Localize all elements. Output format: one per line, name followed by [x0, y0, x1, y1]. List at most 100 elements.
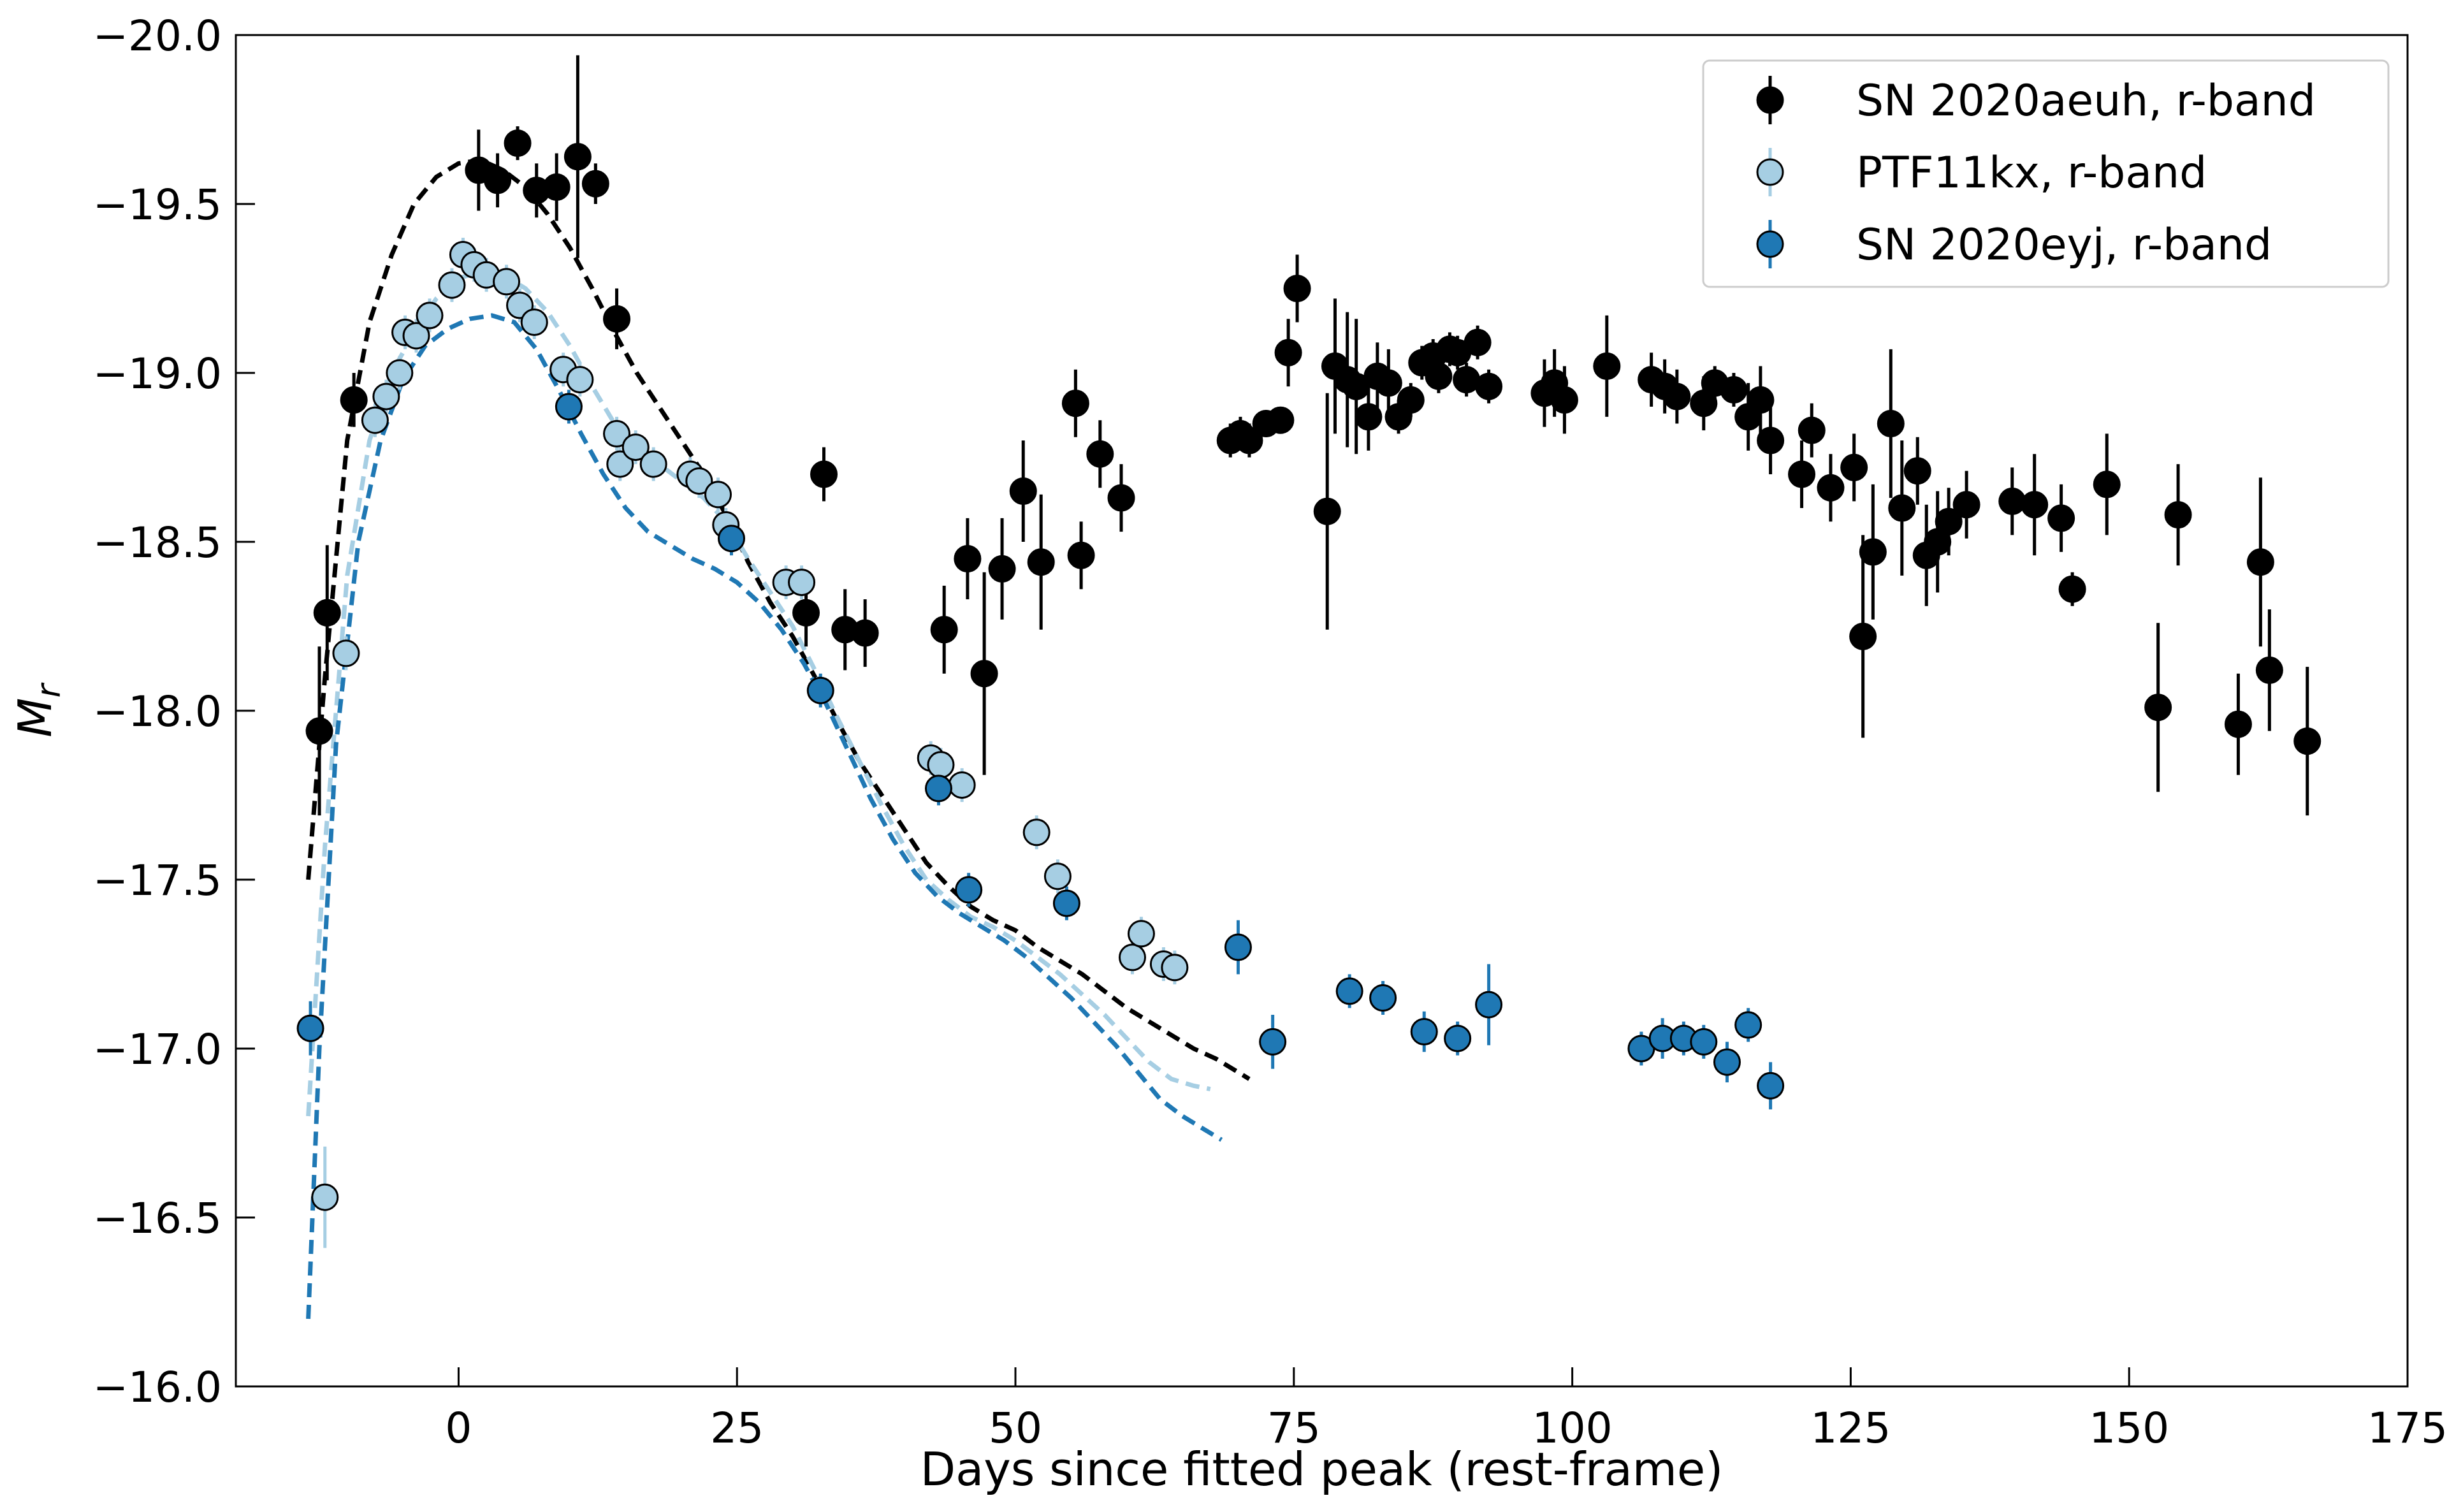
data-point-series-2: [806, 676, 834, 704]
data-point-series-0: [2093, 470, 2121, 498]
data-point-series-2: [1410, 1018, 1438, 1045]
data-point-series-2: [1224, 933, 1252, 961]
data-point-series-0: [1267, 406, 1295, 434]
y-tick-label: −20.0: [93, 11, 222, 61]
legend-items: SN 2020aeuh, r-band PTF11kx, r-band SN 202…: [1756, 76, 2316, 270]
legend-marker: [1756, 158, 1784, 186]
data-point-series-0: [340, 386, 368, 414]
data-point-series-0: [1464, 328, 1492, 356]
y-tick-label: −17.0: [93, 1025, 222, 1074]
data-point-series-2: [1259, 1028, 1287, 1056]
data-point-series-1: [493, 268, 521, 296]
legend-marker: [1756, 230, 1784, 258]
data-point-series-1: [927, 751, 955, 779]
data-point-series-2: [955, 876, 983, 904]
data-point-series-1: [606, 450, 634, 478]
data-point-series-0: [2047, 504, 2075, 532]
data-point-series-0: [2255, 656, 2283, 684]
data-point-series-0: [1840, 453, 1868, 481]
data-point-series-0: [563, 143, 592, 171]
data-point-series-0: [1374, 369, 1402, 397]
data-point-series-0: [1817, 474, 1845, 502]
data-point-series-0: [1888, 494, 1916, 522]
y-axis-ticks: −20.0 −19.5 −19.0 −18.5 −18.0 −17.5 −17.0 −16.5…: [93, 11, 255, 1412]
data-point-series-1: [1043, 862, 1072, 890]
legend: SN 2020aeuh, r-band PTF11kx, r-band SN 202…: [1702, 59, 2390, 288]
data-point-series-1: [1022, 818, 1050, 847]
y-tick-label: −16.0: [93, 1363, 222, 1412]
y-tick-label: −19.0: [93, 349, 222, 398]
data-point-series-1: [416, 302, 444, 330]
data-points: [296, 129, 2321, 1211]
data-point-series-1: [603, 419, 631, 447]
data-point-series-0: [1283, 275, 1311, 302]
data-point-series-0: [305, 717, 333, 745]
data-point-series-0: [1061, 389, 1089, 418]
data-point-series-1: [685, 467, 713, 495]
legend-marker: [1756, 86, 1784, 114]
data-point-series-2: [1734, 1011, 1762, 1039]
data-point-series-0: [1593, 352, 1621, 380]
data-point-series-0: [1952, 491, 1980, 519]
data-point-series-0: [1067, 541, 1095, 569]
data-point-series-0: [930, 616, 958, 644]
data-point-series-1: [704, 481, 732, 509]
data-point-series-0: [2224, 710, 2252, 738]
data-point-series-1: [948, 771, 976, 799]
data-point-series-0: [1859, 538, 1887, 566]
data-point-series-0: [851, 619, 879, 647]
x-axis-ticks: 0 25 50 75 100 125 150 175: [445, 1367, 2448, 1453]
data-point-series-2: [1052, 889, 1080, 917]
data-point-series-2: [1690, 1028, 1718, 1056]
data-point-series-2: [296, 1014, 324, 1042]
data-point-series-0: [2058, 575, 2086, 603]
data-point-series-2: [1475, 991, 1503, 1019]
template-curve-1: [306, 269, 1211, 1117]
data-point-series-0: [1798, 416, 1826, 444]
data-point-series-1: [438, 271, 466, 299]
data-point-series-0: [970, 660, 998, 688]
template-curve-0: [306, 157, 1251, 1081]
data-point-series-1: [402, 322, 430, 350]
data-point-series-0: [1998, 487, 2026, 515]
data-point-series-1: [621, 433, 650, 462]
x-tick-label: 25: [710, 1404, 764, 1453]
data-point-series-0: [1903, 457, 1931, 485]
data-point-series-0: [988, 555, 1016, 583]
data-point-series-1: [1161, 954, 1189, 982]
y-tick-label: −16.5: [93, 1194, 222, 1243]
data-point-series-0: [1475, 372, 1503, 400]
data-point-series-0: [1720, 376, 1748, 403]
data-point-series-0: [2144, 694, 2172, 722]
data-point-series-0: [1086, 440, 1114, 468]
legend-label: PTF11kx, r-band: [1856, 148, 2207, 198]
template-curve-2: [306, 313, 1223, 1319]
data-point-series-0: [1313, 497, 1341, 525]
data-point-series-1: [332, 639, 360, 667]
y-axis-label: Mr: [8, 682, 68, 738]
data-point-series-0: [1877, 410, 1905, 437]
data-point-series-1: [639, 450, 667, 478]
data-point-series-0: [2021, 491, 2049, 519]
data-point-series-2: [1713, 1048, 1741, 1076]
data-point-series-1: [566, 366, 594, 394]
data-point-series-0: [1663, 382, 1691, 411]
x-tick-label: 0: [445, 1404, 472, 1453]
y-tick-label: −18.0: [93, 687, 222, 736]
legend-box: [1702, 59, 2390, 288]
data-point-series-0: [1235, 426, 1263, 454]
data-point-series-0: [313, 599, 341, 627]
data-point-series-1: [520, 309, 548, 336]
y-tick-label: −19.5: [93, 180, 222, 229]
data-point-series-2: [1335, 977, 1363, 1005]
data-point-series-1: [361, 406, 389, 434]
data-point-series-2: [1757, 1072, 1785, 1100]
data-point-series-1: [372, 382, 400, 411]
data-point-series-0: [954, 545, 982, 572]
data-point-series-0: [1550, 386, 1578, 414]
data-point-series-0: [1935, 507, 1963, 535]
data-point-series-2: [924, 774, 952, 803]
data-point-series-2: [1369, 984, 1397, 1012]
data-point-series-0: [810, 460, 838, 488]
